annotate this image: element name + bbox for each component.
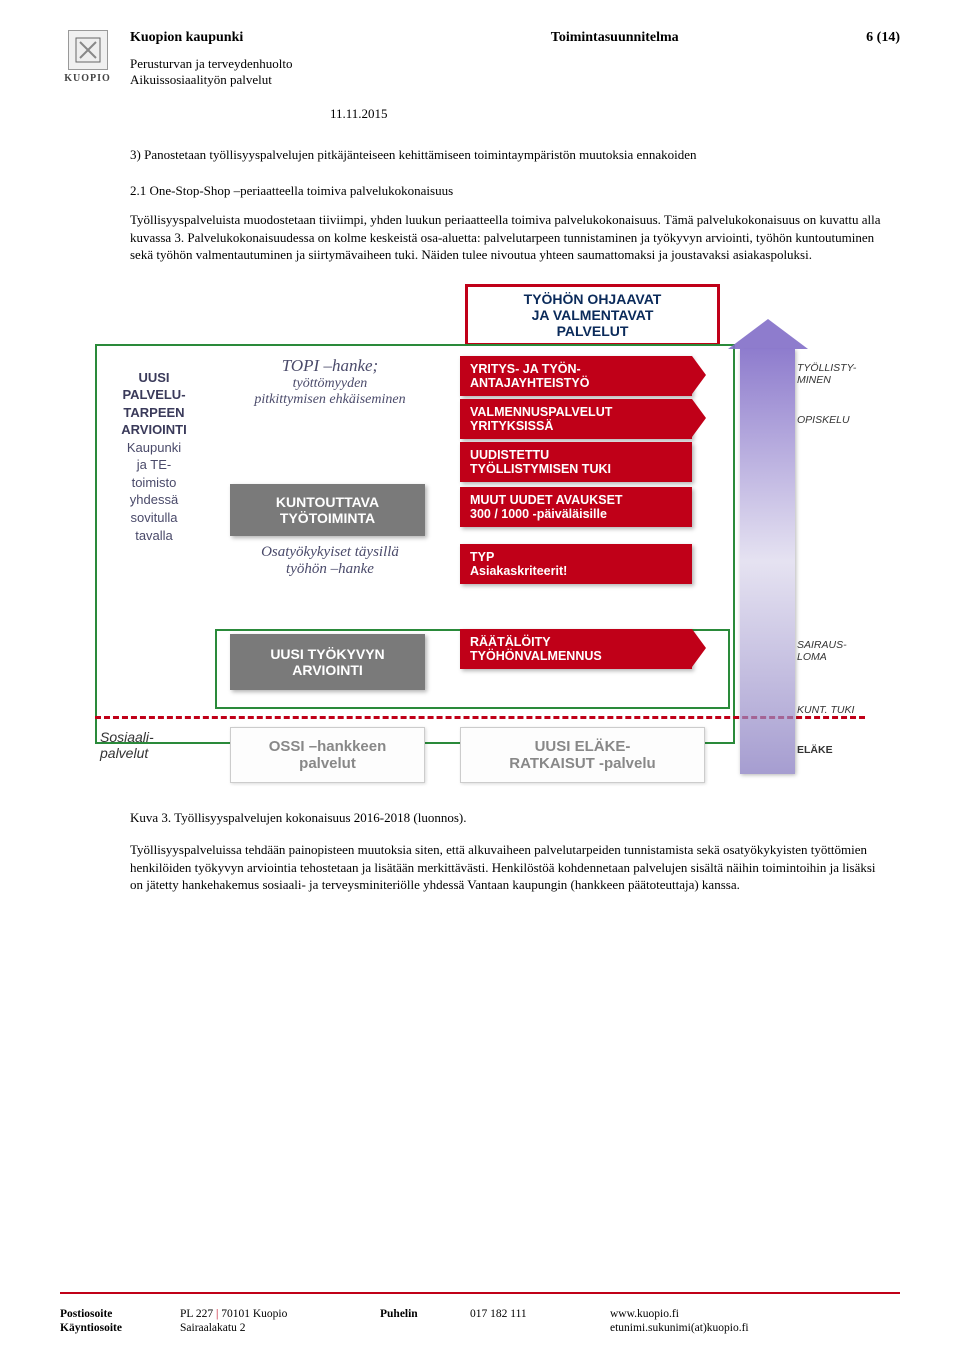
rb4-l2: 300 / 1000 -päiväläisille	[470, 507, 682, 521]
figure-caption: Kuva 3. Työllisyyspalvelujen kokonaisuus…	[130, 809, 890, 827]
footer-b1: PL 227 | 70101 Kuopio	[180, 1308, 380, 1320]
footer-d1: 017 182 111	[470, 1308, 610, 1320]
rb1-l2: ANTAJAYHTEISTYÖ	[470, 376, 682, 390]
lc-l5: Kaupunki	[127, 440, 181, 455]
rb6-l1: RÄÄTÄLÖITY	[470, 635, 682, 649]
paragraph-1: Työllisyyspalveluista muodostetaan tiivi…	[130, 211, 890, 264]
dept-line-1: Perusturvan ja terveydenhuolto	[130, 56, 900, 72]
org-title: Kuopion kaupunki	[130, 30, 243, 46]
lc-l9: sovitulla	[131, 510, 178, 525]
osa-l2: työhön –hanke	[230, 561, 430, 578]
sos-l1: Sosiaali-	[100, 729, 154, 745]
dept-line-2: Aikuissosiaalityön palvelut	[130, 72, 900, 88]
right-label-5: ELÄKE	[797, 744, 833, 756]
rb2-l1: VALMENNUSPALVELUT	[470, 405, 682, 419]
topi-l2: työttömyyden	[230, 376, 430, 392]
sos-l2: palvelut	[100, 745, 154, 761]
page-header: KUOPIO Kuopion kaupunki Toimintasuunnite…	[60, 30, 900, 122]
lc-l7: toimisto	[132, 475, 177, 490]
diagram-header-box: TYÖHÖN OHJAAVAT JA VALMENTAVAT PALVELUT	[465, 284, 720, 346]
kunto-l2: TYÖTOIMINTA	[236, 510, 419, 526]
uusityo-l1: UUSI TYÖKYVYN	[236, 646, 419, 662]
osa-l1: Osatyökykyiset täysillä	[230, 544, 430, 561]
lc-l2: PALVELU-	[122, 387, 185, 402]
page-number: 6 (14)	[866, 30, 900, 46]
left-column-text: UUSI PALVELU- TARPEEN ARVIOINTI Kaupunki…	[99, 369, 209, 544]
lc-l10: tavalla	[135, 528, 173, 543]
uusityo-l2: ARVIOINTI	[236, 662, 419, 678]
right-label-4: KUNT. TUKI	[797, 704, 854, 716]
rb3-l1: UUDISTETTU	[470, 448, 682, 462]
diagram-header-l3: PALVELUT	[468, 323, 717, 339]
content: 3) Panostetaan työllisyyspalvelujen pitk…	[130, 147, 890, 264]
red-band-3: UUDISTETTU TYÖLLISTYMISEN TUKI	[460, 442, 692, 482]
ossi-l2: palvelut	[231, 755, 424, 772]
footer-b2: Sairaalakatu 2	[180, 1322, 380, 1334]
footer-rule	[60, 1292, 900, 1294]
lc-l1: UUSI	[138, 370, 169, 385]
footer-b1a: PL 227	[180, 1308, 216, 1320]
diagram-employment-services: TYÖHÖN OHJAAVAT JA VALMENTAVAT PALVELUT …	[95, 284, 865, 784]
osatyokykyiset-label: Osatyökykyiset täysillä työhön –hanke	[230, 544, 430, 578]
rb5-l2: Asiakaskriteerit!	[470, 564, 682, 578]
heading-2-1: 2.1 One-Stop-Shop –periaatteella toimiva…	[130, 183, 890, 199]
footer-b1b: 70101 Kuopio	[218, 1308, 287, 1320]
logo-badge-icon	[68, 30, 108, 70]
logo-text: KUOPIO	[60, 73, 115, 84]
purple-arrow-icon	[740, 349, 795, 774]
red-band-6: RÄÄTÄLÖITY TYÖHÖNVALMENNUS	[460, 629, 692, 669]
footer-c1: Puhelin	[380, 1308, 470, 1320]
footer-e2: etunimi.sukunimi(at)kuopio.fi	[610, 1322, 810, 1334]
doc-subtitle: Toimintasuunnitelma	[551, 30, 679, 46]
footer-a1: Postiosoite	[60, 1308, 180, 1320]
footer-e1: www.kuopio.fi	[610, 1308, 810, 1320]
topi-l1: TOPI –hanke;	[230, 356, 430, 376]
topi-hanke-label: TOPI –hanke; työttömyyden pitkittymisen …	[230, 356, 430, 408]
rb4-l1: MUUT UUDET AVAUKSET	[470, 493, 682, 507]
elake-l2: RATKAISUT -palvelu	[461, 755, 704, 772]
red-band-5: TYP Asiakaskriteerit!	[460, 544, 692, 584]
diagram-header-l1: TYÖHÖN OHJAAVAT	[468, 291, 717, 307]
content-2: Kuva 3. Työllisyyspalvelujen kokonaisuus…	[130, 809, 890, 894]
kunto-l1: KUNTOUTTAVA	[236, 494, 419, 510]
red-band-4: MUUT UUDET AVAUKSET 300 / 1000 -päiväläi…	[460, 487, 692, 527]
list-num: 3)	[130, 147, 141, 162]
elake-l1: UUSI ELÄKE-	[461, 738, 704, 755]
kuntouttava-box: KUNTOUTTAVA TYÖTOIMINTA	[230, 484, 425, 536]
rb6-l2: TYÖHÖNVALMENNUS	[470, 649, 682, 663]
lc-l4: ARVIOINTI	[121, 422, 187, 437]
right-label-2: OPISKELU	[797, 414, 850, 426]
uusi-tyokyvyn-box: UUSI TYÖKYVYN ARVIOINTI	[230, 634, 425, 690]
rb1-l1: YRITYS- JA TYÖN-	[470, 362, 682, 376]
diagram-header-l2: JA VALMENTAVAT	[468, 307, 717, 323]
doc-date: 11.11.2015	[330, 106, 900, 122]
lc-l6: ja TE-	[137, 457, 171, 472]
red-band-1: YRITYS- JA TYÖN- ANTAJAYHTEISTYÖ	[460, 356, 692, 396]
list-item-3: 3) Panostetaan työllisyyspalvelujen pitk…	[130, 147, 890, 163]
lc-l8: yhdessä	[130, 492, 178, 507]
page-footer: Postiosoite PL 227 | 70101 Kuopio Puheli…	[60, 1302, 900, 1334]
ossi-l1: OSSI –hankkeen	[231, 738, 424, 755]
elake-box: UUSI ELÄKE- RATKAISUT -palvelu	[460, 727, 705, 783]
rb2-l2: YRITYKSISSÄ	[470, 419, 682, 433]
rb5-l1: TYP	[470, 550, 682, 564]
topi-l3: pitkittymisen ehkäiseminen	[230, 392, 430, 408]
red-band-2: VALMENNUSPALVELUT YRITYKSISSÄ	[460, 399, 692, 439]
sosiaalipalvelut-label: Sosiaali- palvelut	[100, 729, 154, 761]
ossi-hankkeen-box: OSSI –hankkeen palvelut	[230, 727, 425, 783]
header-text: Kuopion kaupunki Toimintasuunnitelma 6 (…	[130, 30, 900, 122]
right-label-1: TYÖLLISTY- MINEN	[797, 362, 856, 386]
lc-l3: TARPEEN	[123, 405, 184, 420]
list-text: Panostetaan työllisyyspalvelujen pitkäjä…	[144, 147, 696, 162]
paragraph-2: Työllisyyspalveluissa tehdään painopiste…	[130, 841, 890, 894]
rb3-l2: TYÖLLISTYMISEN TUKI	[470, 462, 682, 476]
logo: KUOPIO	[60, 30, 115, 84]
right-label-3: SAIRAUS- LOMA	[797, 639, 847, 663]
footer-a2: Käyntiosoite	[60, 1322, 180, 1334]
